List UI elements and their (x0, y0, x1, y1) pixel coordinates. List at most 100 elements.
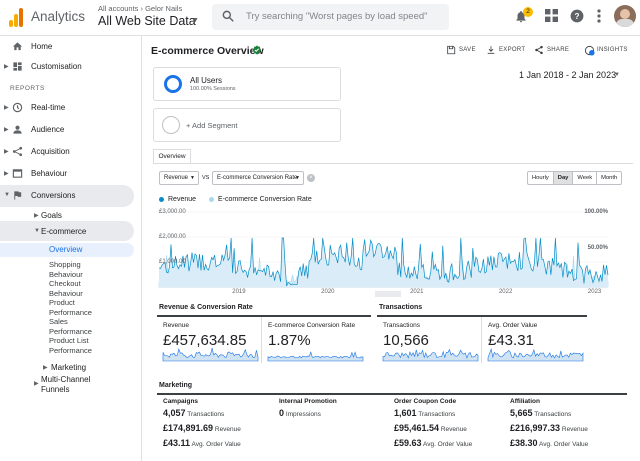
clock-icon (12, 102, 23, 113)
rev-conv-heading: Revenue & Conversion Rate (159, 304, 253, 311)
month-button[interactable]: Month (601, 175, 618, 181)
empty-circle-icon (162, 116, 180, 134)
sidebar-item-multichannel[interactable]: ▶ Multi-Channel Funnels (34, 375, 91, 394)
transactions-card[interactable]: Transactions 10,566 (377, 317, 482, 363)
tab-overview[interactable]: Overview (153, 149, 191, 164)
sidebar-item-ecommerce[interactable]: ▼ E-commerce (0, 221, 134, 241)
sidebar-item-checkout-behaviour[interactable]: Checkout Behaviour (49, 279, 83, 298)
search-bar[interactable]: Try searching "Worst pages by load speed… (212, 4, 449, 30)
view-selector[interactable]: All Web Site Data (98, 14, 196, 28)
collapse-arrow-icon: ▼ (34, 228, 40, 234)
revenue-chart[interactable]: £3,000.00 £2,000.00 £1,000.00 100.00% 50.00%… (143, 204, 640, 300)
y-right-tick-label: 100.00% (584, 209, 608, 215)
aov-card[interactable]: Avg. Order Value £43.31 (488, 322, 538, 349)
sidebar-item-sales-performance[interactable]: Sales Performance (49, 317, 92, 336)
search-placeholder[interactable]: Try searching "Worst pages by load speed… (246, 11, 428, 22)
segment-name: All Users (190, 76, 223, 85)
conversion-card[interactable]: E-commerce Conversion Rate 1.87% (268, 322, 356, 349)
day-button[interactable]: Day (553, 172, 574, 184)
flag-icon (14, 191, 22, 200)
internal-promotion-block[interactable]: Internal Promotion 0 Impressions (279, 398, 337, 418)
caret-down-icon[interactable]: ▼ (614, 72, 620, 78)
y-right-tick-label: 50.00% (588, 245, 609, 251)
tab-divider (153, 163, 633, 164)
clear-icon[interactable]: × (307, 174, 315, 182)
share-button[interactable]: SHARE (535, 45, 569, 55)
x-tick-label: 2019 (232, 289, 246, 295)
help-icon[interactable]: ? (570, 9, 584, 23)
conversion-value: 1.87% (268, 332, 311, 349)
app-title: Analytics (31, 9, 86, 24)
x-tick-label: 2020 (321, 289, 335, 295)
person-icon (13, 125, 22, 134)
sidebar-item-marketing[interactable]: ▶ Marketing (43, 363, 87, 372)
expand-arrow-icon: ▶ (34, 381, 39, 387)
x-tick-label: 2023 (588, 289, 602, 295)
metric1-select[interactable]: Revenue ▼ (159, 171, 199, 185)
collapse-arrow-icon: ▼ (4, 192, 10, 198)
main-content: E-commerce Overview SAVE EXPORT SHARE IN… (143, 36, 640, 461)
svg-text:?: ? (575, 12, 580, 21)
segment-all-users[interactable]: All Users 100.00% Sessions (153, 67, 341, 101)
sidebar-item-home[interactable]: Home (0, 36, 142, 58)
affiliation-block[interactable]: Affiliation 5,665 Transactions £216,997.… (510, 398, 589, 448)
sidebar-item-conversions[interactable]: ▼ Conversions (0, 185, 134, 207)
sidebar-item-shopping-behaviour[interactable]: Shopping Behaviour (49, 260, 83, 279)
segment-circle-icon (164, 75, 182, 93)
vs-label: VS (202, 175, 210, 181)
caret-down-icon[interactable]: ▼ (192, 17, 199, 24)
sidebar-item-customisation[interactable]: ▶ Customisation (4, 62, 82, 71)
sparklines (162, 347, 584, 362)
more-vert-icon[interactable] (597, 9, 601, 23)
expand-arrow-icon: ▶ (4, 105, 9, 111)
expand-arrow-icon: ▶ (34, 213, 39, 219)
sidebar-item-product-performance[interactable]: Product Performance (49, 298, 92, 317)
insights-button[interactable]: INSIGHTS (584, 45, 628, 56)
date-range-picker[interactable]: 1 Jan 2018 - 2 Jan 2023 (519, 70, 617, 80)
y-left-tick-label: £3,000.00 (159, 209, 186, 215)
y-left-tick-label: £2,000.00 (159, 234, 186, 240)
sidebar-item-acquisition[interactable]: ▶ Acquisition (4, 146, 70, 157)
week-button[interactable]: Week (573, 172, 598, 184)
avatar[interactable] (614, 5, 636, 27)
expand-arrow-icon: ▶ (4, 127, 9, 133)
chart-scroll-handle[interactable] (375, 291, 401, 297)
revenue-value: £457,634.85 (163, 332, 247, 349)
sidebar-item-realtime[interactable]: ▶ Real-time (4, 102, 66, 113)
marketing-heading: Marketing (159, 382, 193, 389)
dashboard-icon (13, 62, 22, 71)
expand-arrow-icon: ▶ (43, 365, 48, 371)
save-button[interactable]: SAVE (447, 45, 476, 55)
notification-badge: 2 (523, 7, 533, 17)
export-button[interactable]: EXPORT (487, 46, 525, 54)
aov-value: £43.31 (488, 332, 534, 349)
legend-revenue: Revenue (159, 196, 196, 203)
verified-check-icon (252, 45, 262, 55)
sidebar-item-goals[interactable]: ▶ Goals (34, 211, 62, 220)
page-title: E-commerce Overview (151, 45, 264, 57)
apps-grid-icon[interactable] (545, 9, 558, 22)
insights-icon (584, 45, 595, 56)
save-icon (447, 45, 456, 55)
coupon-code-block[interactable]: Order Coupon Code 1,601 Transactions £95… (394, 398, 473, 448)
expand-arrow-icon: ▶ (4, 149, 9, 155)
share-icon (535, 45, 543, 55)
sidebar-item-behaviour[interactable]: ▶ Behaviour (4, 169, 68, 178)
analytics-logo[interactable] (9, 8, 23, 27)
legend-conversion: E-commerce Conversion Rate (209, 196, 312, 203)
search-icon (222, 10, 234, 22)
sidebar-item-overview[interactable]: Overview (0, 243, 134, 257)
add-segment-button[interactable]: + Add Segment (153, 108, 341, 142)
top-bar: Analytics All accounts › Gelor Nails All… (0, 0, 640, 36)
y-left-tick-label: £1,000.00 (159, 259, 186, 265)
revenue-card[interactable]: Revenue £457,634.85 (157, 317, 262, 363)
campaigns-block[interactable]: Campaigns 4,057 Transactions £174,891.69… (163, 398, 241, 448)
transactions-value: 10,566 (383, 332, 429, 349)
reports-heading: REPORTS (10, 85, 45, 92)
sidebar-item-audience[interactable]: ▶ Audience (4, 125, 65, 134)
metric2-select[interactable]: E-commerce Conversion Rate ▼ (212, 171, 304, 185)
revenue-line (158, 237, 609, 287)
hourly-button[interactable]: Hourly (528, 172, 554, 184)
account-breadcrumb[interactable]: All accounts › Gelor Nails (98, 4, 183, 13)
sidebar-item-product-list-performance[interactable]: Product List Performance (49, 336, 92, 355)
